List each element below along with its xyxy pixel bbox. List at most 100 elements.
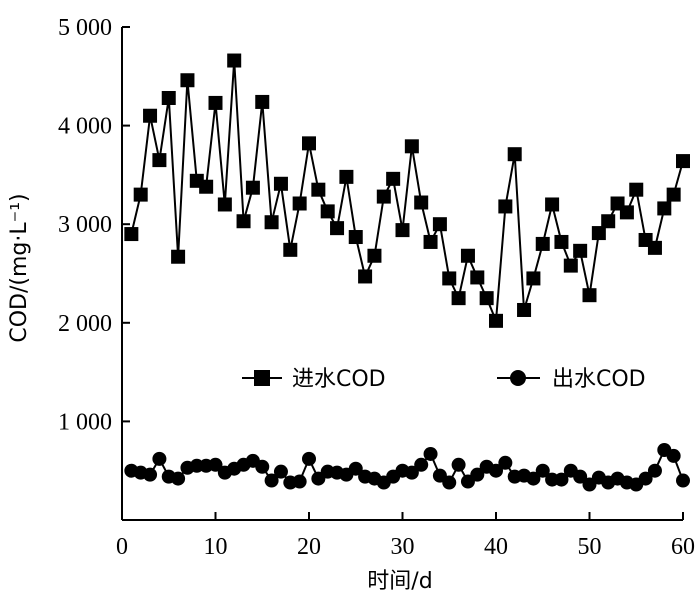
data-point-inflow bbox=[676, 154, 690, 169]
data-point-inflow bbox=[152, 153, 167, 168]
legend-marker-inflow-square bbox=[254, 370, 270, 386]
data-point-outflow bbox=[676, 473, 690, 488]
data-point-inflow bbox=[563, 258, 578, 273]
data-point-inflow bbox=[423, 234, 438, 249]
y-tick-label: 3 000 bbox=[58, 212, 112, 238]
data-point-inflow bbox=[283, 242, 298, 257]
legend: 进水COD 出水COD bbox=[242, 367, 646, 392]
data-point-inflow bbox=[451, 291, 466, 306]
x-tick-label: 50 bbox=[578, 534, 602, 560]
data-point-inflow bbox=[217, 197, 232, 212]
x-tick-label: 40 bbox=[484, 534, 508, 560]
data-point-inflow bbox=[236, 214, 251, 229]
data-point-inflow bbox=[414, 195, 429, 210]
data-point-inflow bbox=[320, 204, 335, 219]
data-point-inflow bbox=[657, 201, 672, 216]
data-point-outflow bbox=[404, 465, 419, 480]
data-point-inflow bbox=[358, 269, 373, 284]
data-point-inflow bbox=[264, 215, 279, 230]
data-point-outflow bbox=[264, 473, 279, 488]
series-outflow bbox=[124, 442, 690, 492]
data-point-inflow bbox=[143, 108, 158, 123]
data-point-inflow bbox=[629, 182, 644, 197]
data-point-inflow bbox=[582, 288, 597, 303]
data-point-outflow bbox=[535, 463, 550, 478]
data-point-inflow bbox=[545, 197, 560, 212]
data-point-outflow bbox=[273, 464, 288, 479]
series-inflow bbox=[124, 53, 690, 328]
data-point-inflow bbox=[376, 189, 391, 204]
data-point-outflow bbox=[152, 451, 167, 466]
data-point-inflow bbox=[124, 227, 139, 242]
data-point-inflow bbox=[666, 187, 681, 202]
data-point-inflow bbox=[273, 176, 288, 191]
y-axis-ticks: 1 000 2 000 3 000 4 000 5 000 bbox=[58, 15, 130, 435]
data-point-outflow bbox=[143, 467, 158, 482]
x-tick-label: 30 bbox=[391, 534, 415, 560]
series-layer bbox=[124, 53, 690, 492]
data-point-outflow bbox=[647, 463, 662, 478]
data-point-inflow bbox=[330, 221, 345, 236]
data-point-inflow bbox=[302, 136, 316, 151]
data-point-inflow bbox=[470, 270, 485, 285]
data-point-inflow bbox=[535, 236, 550, 251]
y-tick-label: 2 000 bbox=[58, 311, 112, 337]
legend-label-inflow: 进水COD bbox=[292, 367, 386, 392]
y-tick-label: 5 000 bbox=[58, 15, 112, 41]
data-point-outflow bbox=[526, 471, 541, 486]
data-point-inflow bbox=[161, 90, 176, 105]
data-point-inflow bbox=[199, 179, 214, 194]
data-point-outflow bbox=[498, 455, 513, 470]
y-tick-label: 4 000 bbox=[58, 114, 112, 140]
data-point-inflow bbox=[311, 182, 326, 197]
data-point-outflow bbox=[171, 471, 186, 486]
data-point-outflow bbox=[666, 448, 681, 463]
data-point-inflow bbox=[227, 53, 242, 68]
data-point-inflow bbox=[133, 187, 148, 202]
data-point-inflow bbox=[526, 271, 541, 286]
data-point-inflow bbox=[489, 313, 503, 328]
data-point-inflow bbox=[601, 214, 616, 229]
data-point-inflow bbox=[498, 199, 513, 214]
data-point-inflow bbox=[386, 171, 401, 186]
data-point-inflow bbox=[460, 248, 475, 263]
data-point-outflow bbox=[423, 446, 438, 461]
data-point-outflow bbox=[573, 469, 588, 484]
x-tick-label: 60 bbox=[671, 534, 695, 560]
data-point-inflow bbox=[208, 95, 223, 110]
data-point-inflow bbox=[432, 217, 447, 232]
data-point-inflow bbox=[591, 226, 606, 241]
x-tick-label: 20 bbox=[297, 534, 321, 560]
y-axis-title: COD/(mg·L⁻¹) bbox=[7, 193, 32, 342]
y-tick-label: 1 000 bbox=[58, 409, 112, 435]
data-point-outflow bbox=[302, 451, 316, 466]
data-point-outflow bbox=[414, 457, 429, 472]
data-point-inflow bbox=[404, 139, 419, 154]
data-point-inflow bbox=[554, 234, 569, 249]
data-point-outflow bbox=[638, 471, 653, 486]
x-axis-title: 时间/d bbox=[367, 569, 432, 594]
data-point-outflow bbox=[208, 457, 223, 472]
data-point-outflow bbox=[292, 474, 307, 489]
series-line-inflow bbox=[130, 60, 684, 322]
data-point-inflow bbox=[348, 230, 363, 245]
data-point-outflow bbox=[489, 463, 503, 478]
data-point-outflow bbox=[348, 461, 363, 476]
data-point-inflow bbox=[292, 196, 307, 211]
data-point-inflow bbox=[171, 249, 186, 264]
data-point-inflow bbox=[619, 205, 634, 220]
data-point-inflow bbox=[517, 302, 532, 317]
data-point-inflow bbox=[479, 291, 494, 306]
data-point-outflow bbox=[451, 457, 466, 472]
data-point-inflow bbox=[339, 169, 354, 184]
x-axis-ticks: 0 10 20 30 40 50 60 bbox=[116, 512, 695, 560]
data-point-outflow bbox=[470, 467, 485, 482]
legend-label-outflow: 出水COD bbox=[552, 367, 646, 392]
data-point-outflow bbox=[554, 472, 569, 487]
data-point-inflow bbox=[180, 73, 195, 88]
data-point-outflow bbox=[442, 475, 457, 490]
data-point-inflow bbox=[255, 94, 270, 109]
axes bbox=[121, 27, 683, 521]
data-point-inflow bbox=[442, 271, 457, 286]
